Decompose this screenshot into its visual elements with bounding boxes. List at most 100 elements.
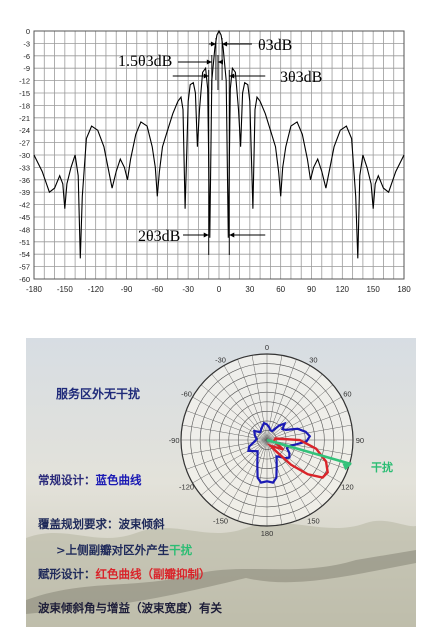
y-tick-label: -54 [19,250,30,259]
polar-spoke [266,365,311,441]
polar-angle-label: -150 [213,516,228,525]
theta-3x-label: 3θ3dB [280,69,322,86]
polar-spoke [266,410,348,441]
polar-spoke [223,365,268,441]
y-tick-label: -42 [19,201,30,210]
polar-labels: 服务区外无干扰干扰常规设计：蓝色曲线覆盖规划要求：波束倾斜>上侧副瓣对区外产生干… [38,386,393,615]
conventional-design-label: 常规设计：蓝色曲线 [38,473,142,487]
polar-spoke [223,439,268,515]
polar-plot: 0 30 60 90 120 150 180 -150 -120 -90 -60 -30 [169,343,364,538]
y-tick-label: -18 [19,101,30,110]
y-tick-label: -30 [19,151,30,160]
y-tick-label: -3 [23,39,30,48]
theta-arrowhead-left [210,41,216,47]
y-tick-label: -60 [19,275,30,284]
x-tick-label: -60 [152,285,164,294]
upper-sidelobe-interference: 干扰 [169,543,192,557]
polar-spoke [251,355,268,441]
theta3-arrowhead-right [229,73,235,79]
y-tick-label: -57 [19,263,30,272]
x-tick-label: 150 [366,285,380,294]
polar-spoke [182,424,268,441]
polar-pattern-svg: 0 30 60 90 120 150 180 -150 -120 -90 -60 -30 服务区外无干… [26,338,416,627]
polar-angle-label: 180 [261,529,274,538]
y-tick-label: -48 [19,225,30,234]
polar-spoke [266,424,352,441]
x-tick-label: 60 [276,285,285,294]
y-tick-label: -12 [19,77,30,86]
pattern-curve [33,29,405,259]
theta15-arrowhead-right [217,59,223,65]
theta-3db-label: θ3dB [258,37,292,54]
polar-angle-label: 60 [343,390,351,399]
theta-15-label: 1.5θ3dB [118,53,172,70]
theta15-arrowhead [206,59,212,65]
red-pattern-curve [266,437,329,479]
y-tick-label: -36 [19,176,30,185]
x-tick-label: -180 [26,285,43,294]
upper-sidelobe-label: >上侧副瓣对区外产生干扰 [56,543,193,557]
polar-angle-label: 30 [309,356,317,365]
polar-spoke [266,439,311,515]
y-tick-label: 0 [26,27,30,36]
y-tick-label: -21 [19,114,30,123]
theta2-arrowhead-right [229,232,235,238]
shaping-curve-name: 红色曲线（副瓣抑制） [96,567,211,581]
sidelobe-pattern-chart: 0 -3 -6 -9 -12 -15 -18 -21 -24 -27 -30 -33 -36 -39 -42… [0,0,442,300]
polar-spoke [237,439,268,521]
polar-pattern-panel: 0 30 60 90 120 150 180 -150 -120 -90 -60 -30 服务区外无干… [26,338,416,627]
x-tick-label: -90 [121,285,133,294]
conventional-curve-name: 蓝色曲线 [96,473,142,487]
polar-spoke [266,359,297,441]
polar-spoke [266,439,352,456]
interference-line [266,438,352,466]
no-interference-label: 服务区外无干扰 [56,386,140,401]
polar-spoke [266,439,334,496]
footer-label: 波束倾斜角与增益（波束宽度）有关 [38,601,222,615]
polar-angle-label: -60 [181,390,192,399]
polar-outer-ring [180,353,354,527]
polar-angle-label: 90 [356,436,364,445]
theta3-arrowhead-left [203,73,209,79]
y-tick-label: -24 [19,126,30,135]
y-tick-label: -33 [19,163,30,172]
interference-arrowhead [342,463,352,471]
x-tick-label: 180 [397,285,411,294]
polar-angle-label: 120 [341,482,354,491]
polar-spoke [266,439,297,521]
theta2-arrowhead-left [203,232,209,238]
polar-angle-label: -120 [179,482,194,491]
y-tick-label: -45 [19,213,30,222]
conventional-prefix: 常规设计： [38,473,96,487]
y-tick-label: -39 [19,188,30,197]
polar-spoke [192,439,268,484]
y-tick-label: -15 [19,89,30,98]
polar-spoke [266,396,342,441]
y-tick-label: -9 [23,64,30,73]
x-tick-label: 0 [217,285,222,294]
y-tick-label: -27 [19,139,30,148]
shaping-prefix: 赋形设计： [38,567,96,581]
polar-spoke [200,439,268,496]
polar-spoke [186,439,268,470]
upper-sidelobe-text: >上侧副瓣对区外产生 [56,543,170,557]
polar-spoke [211,373,268,441]
polar-spoke [266,384,334,441]
polar-angle-label: -30 [215,356,226,365]
theta-2x-label: 2θ3dB [138,228,180,245]
x-tick-label: -30 [182,285,194,294]
x-tick-label: -120 [88,285,105,294]
shaping-design-label: 赋形设计：红色曲线（副瓣抑制） [38,567,211,581]
x-tick-label: 90 [307,285,316,294]
x-tick-label: -150 [57,285,74,294]
x-tick-label: 30 [245,285,254,294]
theta-arrowhead-right [222,41,228,47]
y-tick-label: -51 [19,238,30,247]
polar-spoke [186,410,268,441]
polar-spoke [266,355,283,441]
sidelobe-pattern-svg: 0 -3 -6 -9 -12 -15 -18 -21 -24 -27 -30 -33 -36 -39 -42… [19,27,411,294]
x-tick-label: 120 [336,285,350,294]
polar-angle-label: 0 [265,343,269,352]
blue-pattern-curve [247,421,312,484]
interference-label: 干扰 [371,460,393,474]
